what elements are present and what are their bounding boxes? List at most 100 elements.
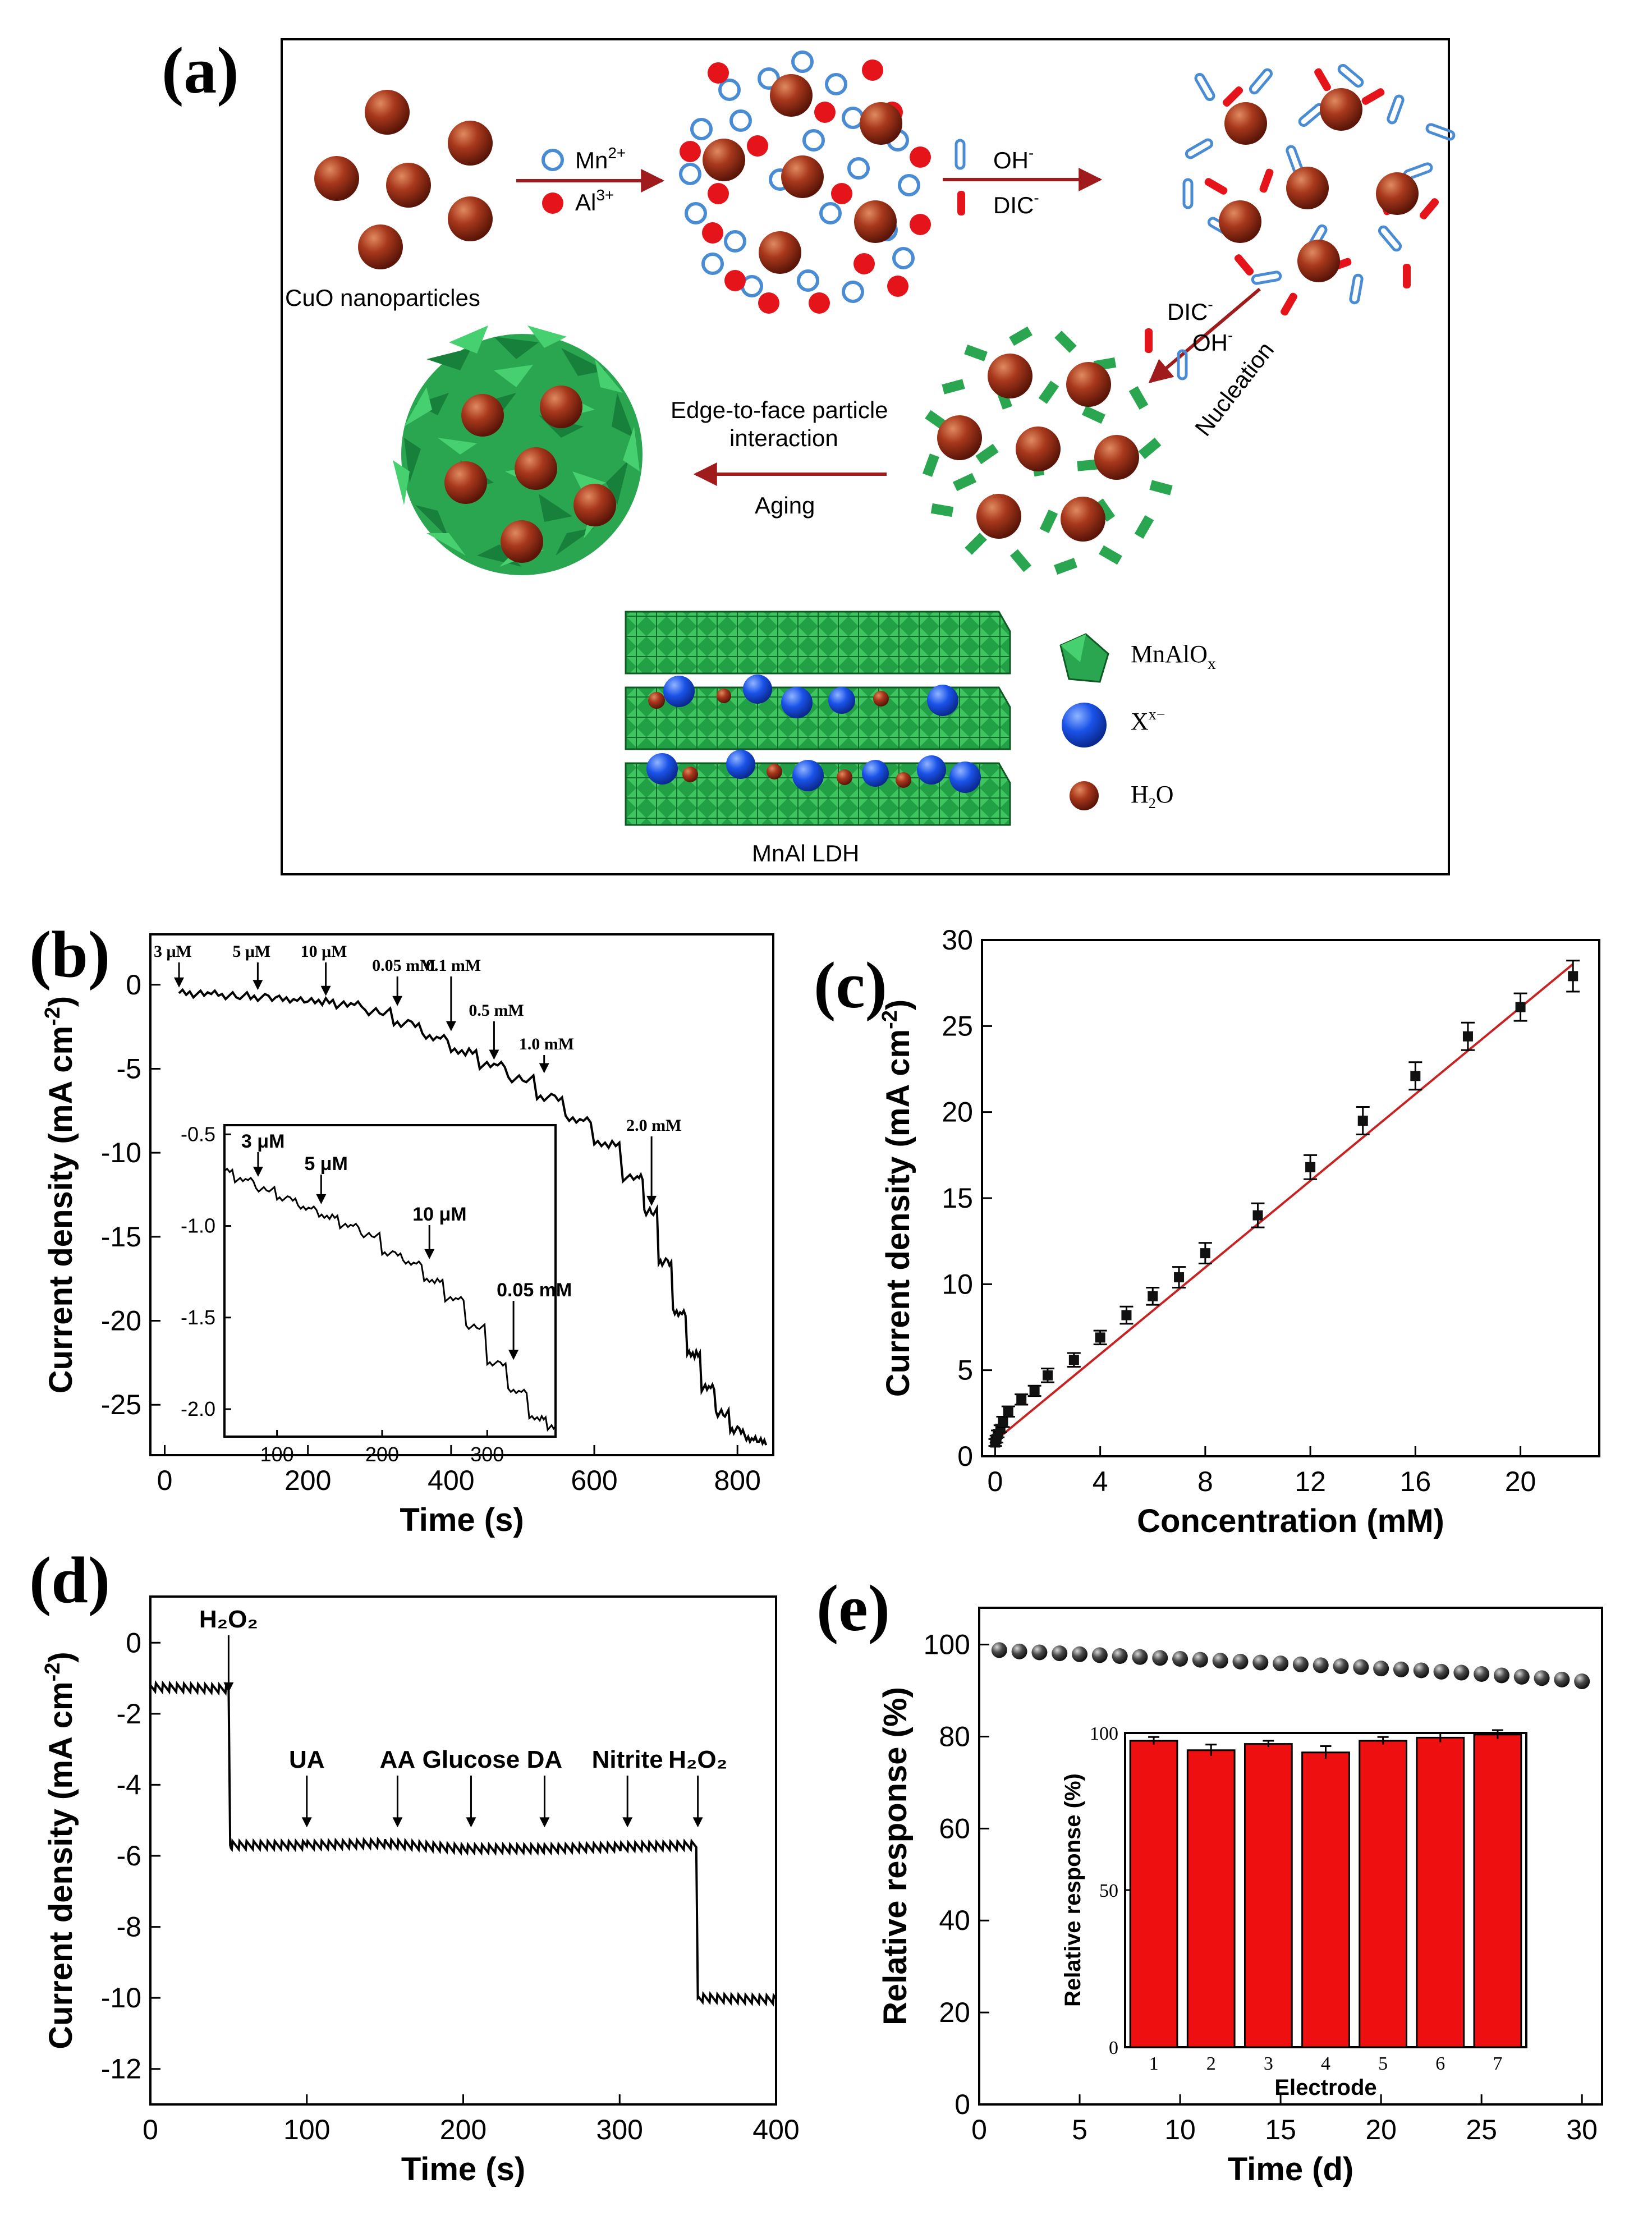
b-annotation-arrow-head (320, 985, 331, 996)
d-x-tick-label: 200 (440, 2114, 487, 2145)
mn-ring-icon (542, 149, 564, 171)
c-y-tick-label: 15 (942, 1182, 973, 1214)
e-data-point (1373, 1661, 1389, 1677)
b-inset-y-tick-label: -2.0 (181, 1397, 215, 1420)
e-data-point (1011, 1643, 1027, 1659)
d-y-tick-label: -10 (101, 1982, 141, 2014)
e-data-point (1112, 1648, 1128, 1664)
e-data-point (1453, 1664, 1470, 1681)
b-y-tick-label: 0 (126, 969, 141, 1001)
x-axis-title: Time (s) (400, 1502, 524, 1538)
plot-frame (978, 1607, 1603, 2106)
e-data-point (1232, 1653, 1249, 1670)
c-data-point (1410, 1071, 1421, 1081)
b-inset-annotation-arrow-head (253, 1166, 263, 1177)
b-inset-annotation-label: 0.05 mM (497, 1279, 572, 1301)
e-x-tick-label: 25 (1466, 2114, 1497, 2145)
c-fit-line (994, 963, 1574, 1442)
e-y-tick-label: 0 (955, 2089, 970, 2120)
cuo-nanoparticles (314, 90, 493, 269)
mn-label: Mn2+ (575, 144, 626, 173)
panel-a: (a) CuO nanoparticles Mn2+ Al3+ (162, 34, 1456, 875)
d-y-tick-label: -2 (117, 1698, 141, 1730)
edge-label-line1: Edge-to-face particle (671, 397, 888, 423)
arrow-step3 (1148, 287, 1261, 383)
d-annotation-label: Nitrite (592, 1746, 663, 1773)
b-inset-frame (223, 1124, 557, 1438)
cluster-mixed (1182, 63, 1456, 316)
d-annotation-label: UA (289, 1746, 325, 1773)
e-inset-x-tick-label: 5 (1378, 2053, 1388, 2074)
cuo-label: CuO nanoparticles (285, 285, 480, 311)
e-data-point (1474, 1666, 1490, 1682)
panel-label-b: (b) (29, 918, 110, 991)
e-data-point (1554, 1671, 1570, 1687)
b-annotation-label: 5 μM (232, 942, 270, 961)
e-data-point (1152, 1650, 1168, 1666)
c-data-point (1462, 1031, 1473, 1042)
b-y-tick-label: -25 (101, 1389, 141, 1420)
c-y-tick-label: 30 (942, 924, 973, 956)
e-inset-x-title: Electrode (1274, 2075, 1376, 2100)
c-data-point (1252, 1210, 1263, 1221)
e-data-point (1172, 1650, 1188, 1667)
aging-label: Aging (755, 492, 815, 519)
c-y-tick-label: 0 (957, 1441, 973, 1472)
d-y-tick-label: 0 (126, 1627, 141, 1658)
b-annotation-arrow-head (253, 980, 263, 990)
x-axis-title: Time (d) (1228, 2151, 1354, 2187)
e-data-point (991, 1642, 1007, 1658)
c-data-point (1515, 1002, 1526, 1012)
e-data-point (1574, 1673, 1590, 1690)
e-data-point (1353, 1659, 1369, 1675)
ldh-label: MnAl LDH (752, 840, 859, 866)
c-data-point (1357, 1116, 1368, 1126)
e-inset-y-tick-label: 0 (1109, 2038, 1118, 2058)
e-data-point (1313, 1657, 1329, 1673)
e-y-tick-label: 100 (924, 1629, 970, 1661)
oh2-capsule-icon (1177, 349, 1188, 380)
e-inset-bar (1359, 1740, 1408, 2048)
b-x-tick-label: 600 (571, 1465, 617, 1496)
e-inset-x-tick-label: 1 (1149, 2053, 1159, 2074)
e-inset-x-tick-label: 4 (1321, 2053, 1330, 2074)
legend-mnalox: MnAlOx (1059, 633, 1216, 683)
c-x-tick-label: 12 (1295, 1466, 1326, 1497)
b-x-tick-label: 0 (157, 1465, 173, 1496)
c-data-point (1121, 1310, 1132, 1320)
b-annotation-label: 0.5 mM (469, 1001, 524, 1020)
e-x-tick-label: 30 (1566, 2114, 1598, 2145)
b-inset-x-tick-label: 200 (365, 1443, 399, 1466)
b-inset-annotation-label: 10 μM (412, 1204, 466, 1225)
e-x-tick-label: 10 (1164, 2114, 1196, 2145)
b-inset-annotation-arrow-head (508, 1350, 519, 1360)
c-data-point (1003, 1406, 1013, 1417)
c-x-tick-label: 20 (1505, 1466, 1536, 1497)
c-x-tick-label: 0 (987, 1466, 1003, 1497)
plot-frame (149, 1595, 777, 2106)
b-inset-line (224, 1167, 557, 1432)
c-y-tick-label: 25 (942, 1010, 973, 1042)
c-data-point (1016, 1394, 1027, 1405)
b-inset-annotation-arrow-head (424, 1249, 435, 1259)
y-axis-title: Relative response (%) (877, 1687, 914, 2025)
e-data-point (1513, 1668, 1530, 1685)
d-annotation-arrow-head (539, 1817, 550, 1828)
e-data-point (1252, 1654, 1269, 1671)
b-y-tick-label: -5 (117, 1053, 141, 1084)
b-annotation-label: 0.1 mM (426, 956, 481, 975)
c-data-point (1068, 1355, 1079, 1365)
c-data-point (1043, 1370, 1053, 1381)
d-x-tick-label: 300 (596, 2114, 643, 2145)
e-inset-bar (1301, 1751, 1350, 2048)
e-data-point (1031, 1644, 1048, 1661)
e-data-point (1493, 1667, 1509, 1684)
panel-label-c: (c) (814, 948, 887, 1022)
e-data-point (1091, 1647, 1108, 1663)
panel-label-e: (e) (816, 1571, 890, 1645)
b-annotation-arrow-head (646, 1195, 657, 1206)
d-annotation-label: Glucose (423, 1746, 520, 1773)
chart-b: 0 200 400 600 800 0 -5 -10 -15 -20 -25 Time (s) Curr… (41, 933, 774, 1538)
e-inset-x-tick-label: 3 (1264, 2053, 1273, 2074)
plot-frame (149, 933, 774, 1456)
